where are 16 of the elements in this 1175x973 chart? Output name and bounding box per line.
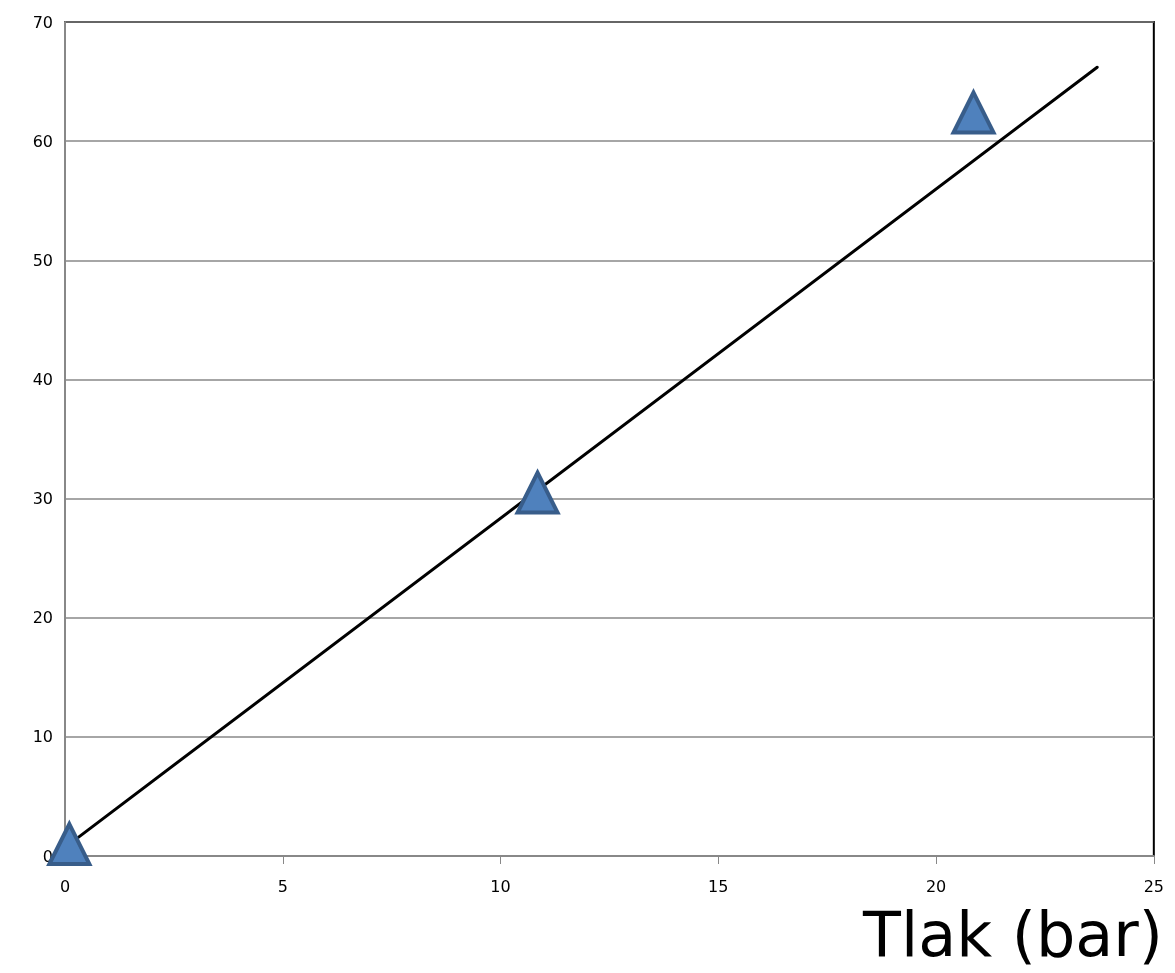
y-tick-label: 70 xyxy=(32,12,53,32)
y-tick-label: 20 xyxy=(32,608,53,628)
y-tick-label: 60 xyxy=(32,131,53,151)
x-tick-label: 15 xyxy=(708,876,729,896)
x-tick-label: 10 xyxy=(490,876,511,896)
x-tick-label: 5 xyxy=(277,876,288,896)
point xyxy=(950,88,997,135)
point xyxy=(514,468,561,515)
x-tick-label: 0 xyxy=(59,876,71,896)
x-axis-title: Tlak (bar) xyxy=(862,897,1163,971)
x-tick-label: 20 xyxy=(925,876,947,896)
y-tick-label: 10 xyxy=(32,727,53,747)
y-tick-label: 40 xyxy=(32,369,53,389)
y-tick-label: 30 xyxy=(32,489,53,509)
y-tick-label: 50 xyxy=(32,250,53,270)
x-tick-label: 25 xyxy=(1143,876,1164,896)
